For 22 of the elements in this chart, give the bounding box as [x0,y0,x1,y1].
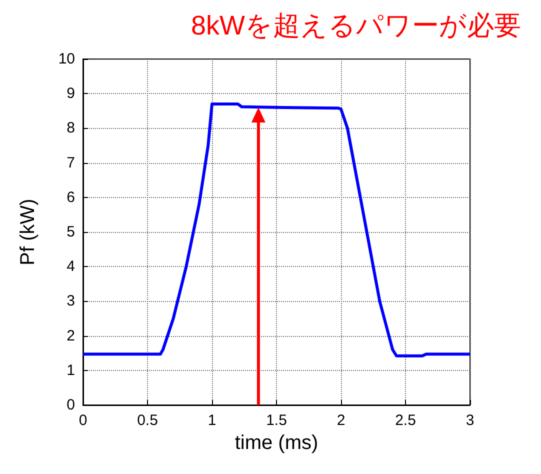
y-tick-label: 4 [66,258,75,276]
y-tick-label: 0 [66,396,75,414]
line-series [82,102,472,358]
x-tick-label: 2 [336,412,346,429]
y-tick-label: 9 [66,85,75,102]
x-tick-label: 3 [466,412,474,429]
y-tick-label: 6 [66,188,75,206]
y-tick-label: 10 [58,50,75,68]
annotation: 8kWを超えるパワーが必要 [191,10,521,40]
x-tick-label: 2.5 [395,412,416,429]
x-tick-label: 1.5 [266,412,287,429]
y-tick-label: 5 [66,224,75,240]
x-tick-label: 0 [78,412,88,429]
y-tick-label: 1 [66,362,75,379]
x-tick-label: 0.5 [137,412,158,429]
y-tick-label: 2 [66,327,75,344]
y-tick-label: 8 [66,120,75,137]
y-axis-title: Pf (kW) [17,198,39,266]
x-tick-label: 1 [208,412,216,429]
y-tick-label: 3 [66,292,75,310]
x-axis-title: time (ms) [234,432,318,454]
y-tick-label: 7 [66,154,75,172]
